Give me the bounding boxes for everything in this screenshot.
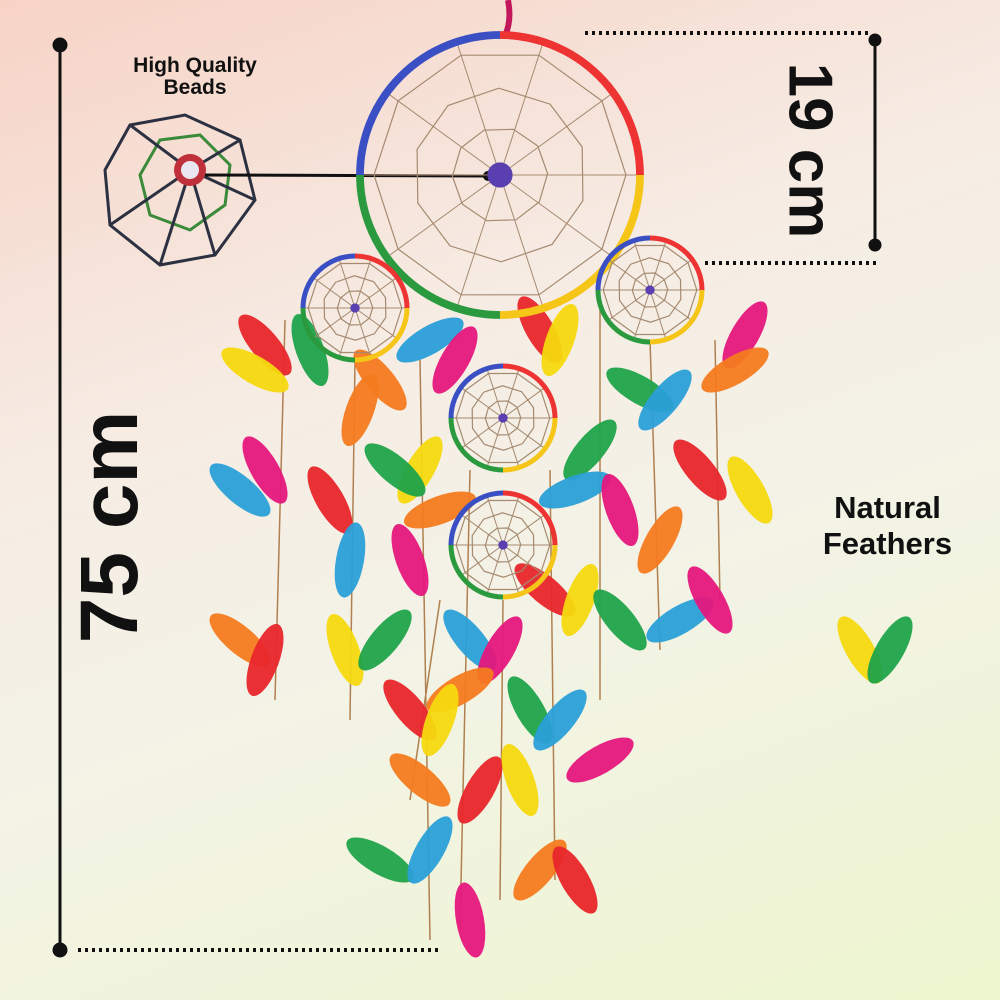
feather bbox=[353, 349, 407, 411]
bead-callout bbox=[103, 113, 493, 267]
feather bbox=[552, 846, 598, 914]
feather bbox=[566, 737, 634, 783]
feather bbox=[221, 347, 289, 393]
length-label: 75 cm bbox=[64, 410, 155, 644]
left-ring bbox=[300, 253, 410, 363]
feather bbox=[391, 523, 429, 597]
feather bbox=[383, 679, 437, 741]
dreamcatcher-rings bbox=[300, 31, 705, 600]
feather bbox=[209, 463, 271, 517]
feather bbox=[687, 566, 733, 634]
feather bbox=[722, 301, 768, 369]
lower-ring bbox=[448, 490, 558, 600]
feather bbox=[396, 317, 464, 363]
feather bbox=[563, 419, 617, 481]
center-bead bbox=[498, 413, 508, 423]
feather bbox=[541, 303, 579, 377]
center-bead bbox=[498, 540, 508, 550]
feather bbox=[538, 471, 612, 509]
feather bbox=[432, 326, 478, 394]
feather bbox=[454, 882, 486, 958]
feather bbox=[334, 522, 366, 598]
feather bbox=[421, 683, 459, 757]
feather bbox=[364, 443, 426, 497]
center-bead bbox=[487, 162, 513, 188]
feather bbox=[646, 597, 714, 643]
feather bbox=[358, 609, 412, 671]
feather bbox=[867, 616, 913, 684]
middle-ring bbox=[448, 363, 558, 473]
right-ring bbox=[595, 235, 705, 345]
main-ring bbox=[356, 31, 644, 319]
center-bead bbox=[645, 285, 655, 295]
diameter-dimension-line bbox=[585, 31, 882, 265]
feather bbox=[514, 563, 576, 617]
feather bbox=[346, 837, 414, 883]
feather bbox=[457, 756, 503, 824]
feather bbox=[593, 589, 647, 651]
feather bbox=[238, 314, 292, 376]
feather bbox=[477, 616, 523, 684]
feather bbox=[601, 473, 639, 547]
feather bbox=[326, 613, 364, 687]
feather bbox=[638, 369, 692, 431]
feather bbox=[246, 623, 284, 697]
feather bbox=[501, 743, 539, 817]
feather bbox=[561, 563, 599, 637]
feather bbox=[341, 373, 379, 447]
feather bbox=[673, 439, 727, 501]
diameter-label: 19 cm bbox=[775, 62, 845, 239]
center-bead bbox=[350, 303, 360, 313]
hanging-loop bbox=[502, 0, 513, 38]
feather bbox=[389, 753, 451, 807]
feather bbox=[291, 313, 329, 387]
feather bbox=[307, 466, 353, 534]
beads-label: High Quality Beads bbox=[133, 54, 257, 99]
feather bbox=[727, 456, 773, 524]
feather bbox=[403, 491, 477, 529]
feathers bbox=[209, 296, 913, 958]
feather bbox=[701, 347, 769, 393]
feather bbox=[637, 506, 683, 574]
feather bbox=[533, 689, 587, 751]
string bbox=[549, 469, 556, 881]
feathers-label: Natural Feathers bbox=[822, 490, 953, 561]
length-dimension-line bbox=[52, 37, 440, 958]
feather bbox=[407, 816, 453, 884]
feather bbox=[242, 436, 288, 504]
